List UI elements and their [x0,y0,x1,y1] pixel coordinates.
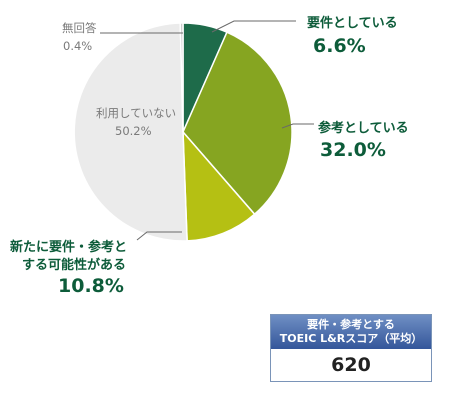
toeic-score-box: 要件・参考とする TOEIC L&Rスコア（平均） 620 [270,314,432,382]
leader-line-possible [136,231,182,241]
value-reference: 32.0% [320,139,386,161]
label-possible-line1: 新たに要件・参考と [10,240,128,255]
slice-not-used [73,22,188,242]
leader-line-reference [281,123,314,129]
score-box-value: 620 [331,354,371,376]
slice-reference [182,31,293,216]
score-box-header: 要件・参考とする TOEIC L&Rスコア（平均） [271,315,431,349]
label-no-answer: 無回答 [62,21,97,35]
label-possible-line2: する可能性がある [22,258,127,273]
score-box-header-line1: 要件・参考とする [307,318,395,331]
value-no-answer: 0.4% [63,39,93,53]
label-not-used: 利用していない [96,106,177,120]
label-reference: 参考としている [318,121,409,136]
slice-possible [182,129,256,242]
leader-line-requirement [211,20,296,33]
value-requirement: 6.6% [313,35,366,57]
slice-no-answer [179,22,184,133]
value-not-used: 50.2% [115,124,152,138]
label-requirement: 要件としている [307,16,398,31]
value-possible: 10.8% [58,275,124,297]
score-box-header-line2: TOEIC L&Rスコア（平均） [279,332,423,345]
